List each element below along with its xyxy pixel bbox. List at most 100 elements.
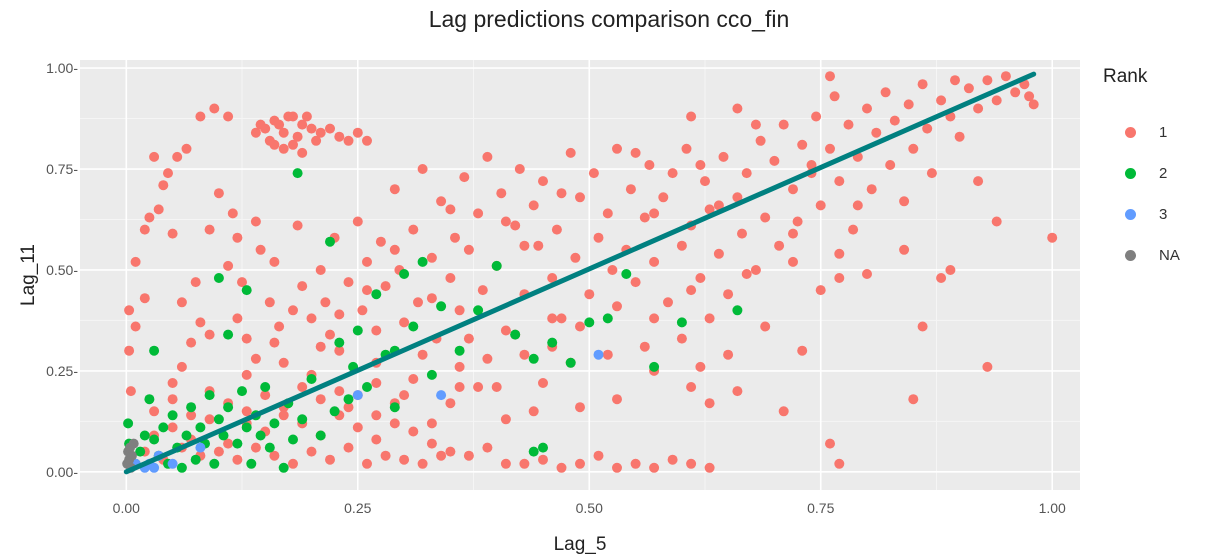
point-rank-2 bbox=[232, 438, 243, 449]
point-rank-1 bbox=[686, 458, 697, 469]
gridlines bbox=[80, 60, 1080, 490]
point-rank-1 bbox=[848, 224, 859, 235]
point-rank-1 bbox=[602, 208, 613, 219]
point-rank-1 bbox=[607, 265, 618, 275]
legend-swatch-3 bbox=[1125, 209, 1136, 220]
point-rank-1 bbox=[686, 382, 697, 392]
point-rank-1 bbox=[260, 390, 271, 401]
point-rank-2 bbox=[371, 289, 382, 300]
legend-item-1: 1 bbox=[1103, 112, 1203, 153]
point-rank-1 bbox=[1047, 232, 1058, 243]
point-rank-1 bbox=[311, 135, 322, 146]
point-rank-1 bbox=[667, 168, 678, 179]
point-rank-1 bbox=[204, 414, 215, 425]
point-rank-1 bbox=[426, 438, 437, 449]
point-rank-1 bbox=[278, 410, 289, 421]
point-rank-1 bbox=[1028, 99, 1039, 110]
point-rank-1 bbox=[871, 127, 882, 138]
point-rank-1 bbox=[445, 398, 456, 409]
x-tick-label: 0.50 bbox=[576, 500, 603, 516]
point-rank-2 bbox=[436, 301, 447, 312]
point-rank-1 bbox=[519, 458, 530, 469]
point-rank-1 bbox=[450, 232, 460, 243]
point-rank-1 bbox=[139, 293, 150, 304]
point-rank-1 bbox=[204, 224, 215, 235]
point-rank-2 bbox=[241, 422, 252, 433]
point-rank-1 bbox=[908, 143, 919, 154]
point-rank-2 bbox=[123, 418, 134, 429]
point-rank-2 bbox=[352, 325, 363, 336]
point-rank-2 bbox=[584, 317, 595, 328]
point-rank-2 bbox=[135, 446, 146, 457]
y-tick-label: 0.50- bbox=[46, 262, 78, 278]
point-rank-2 bbox=[255, 430, 266, 441]
point-rank-2 bbox=[288, 434, 298, 445]
point-rank-1 bbox=[297, 281, 308, 292]
point-rank-1 bbox=[167, 228, 178, 239]
point-rank-1 bbox=[658, 192, 669, 203]
point-rank-1 bbox=[325, 123, 335, 134]
point-rank-2 bbox=[213, 273, 224, 283]
point-rank-2 bbox=[325, 236, 335, 247]
point-rank-1 bbox=[454, 382, 465, 392]
point-rank-1 bbox=[899, 196, 910, 207]
point-rank-1 bbox=[612, 394, 622, 405]
point-rank-1 bbox=[811, 111, 822, 122]
point-rank-1 bbox=[973, 103, 984, 114]
point-rank-1 bbox=[213, 188, 224, 199]
point-rank-1 bbox=[371, 378, 382, 388]
point-rank-2 bbox=[343, 394, 354, 405]
point-rank-1 bbox=[973, 176, 984, 187]
point-rank-2 bbox=[149, 345, 160, 356]
point-rank-1 bbox=[788, 184, 798, 195]
point-rank-3 bbox=[149, 462, 160, 473]
legend-item-3: 3 bbox=[1103, 194, 1203, 235]
point-rank-1 bbox=[124, 345, 135, 356]
point-rank-1 bbox=[538, 454, 548, 465]
point-rank-1 bbox=[825, 71, 835, 82]
point-rank-1 bbox=[732, 192, 743, 203]
point-rank-1 bbox=[269, 139, 280, 150]
point-rank-1 bbox=[334, 309, 345, 320]
point-rank-1 bbox=[417, 164, 428, 174]
point-rank-1 bbox=[681, 143, 692, 154]
point-rank-1 bbox=[500, 216, 511, 227]
point-rank-1 bbox=[1000, 71, 1011, 82]
point-rank-1 bbox=[413, 297, 423, 308]
axis-ticks: 0.00 0.00- 0.25 0.25- 0.50 0.50- 0.75 0.75- 1.00… bbox=[46, 60, 1066, 516]
point-rank-1 bbox=[399, 454, 410, 465]
trend-line bbox=[123, 71, 1037, 475]
point-rank-1 bbox=[139, 224, 150, 235]
point-rank-1 bbox=[176, 361, 187, 372]
point-rank-1 bbox=[695, 361, 706, 372]
point-rank-1 bbox=[454, 361, 465, 372]
point-rank-1 bbox=[389, 418, 400, 429]
point-rank-1 bbox=[408, 426, 419, 437]
point-rank-1 bbox=[426, 252, 437, 263]
point-rank-1 bbox=[306, 313, 317, 324]
point-rank-1 bbox=[834, 458, 845, 469]
point-rank-1 bbox=[223, 111, 234, 122]
point-rank-1 bbox=[362, 458, 372, 469]
point-rank-2 bbox=[149, 434, 160, 445]
point-rank-3 bbox=[593, 349, 604, 360]
point-rank-2 bbox=[186, 402, 197, 413]
point-rank-1 bbox=[213, 446, 224, 457]
point-rank-3 bbox=[167, 458, 178, 469]
point-rank-1 bbox=[547, 273, 558, 283]
point-rank-1 bbox=[278, 127, 289, 138]
point-rank-3 bbox=[195, 442, 206, 453]
point-rank-1 bbox=[250, 442, 261, 453]
point-rank-1 bbox=[792, 216, 803, 227]
point-rank-2 bbox=[195, 422, 206, 433]
point-rank-2 bbox=[181, 430, 192, 441]
point-rank-1 bbox=[209, 103, 220, 114]
point-rank-1 bbox=[852, 200, 863, 211]
point-rank-1 bbox=[834, 273, 845, 283]
point-rank-1 bbox=[704, 313, 715, 324]
point-rank-2 bbox=[260, 382, 271, 392]
point-rank-2 bbox=[278, 462, 289, 473]
point-rank-1 bbox=[352, 216, 363, 227]
point-rank-1 bbox=[482, 353, 493, 364]
point-rank-1 bbox=[755, 135, 766, 146]
